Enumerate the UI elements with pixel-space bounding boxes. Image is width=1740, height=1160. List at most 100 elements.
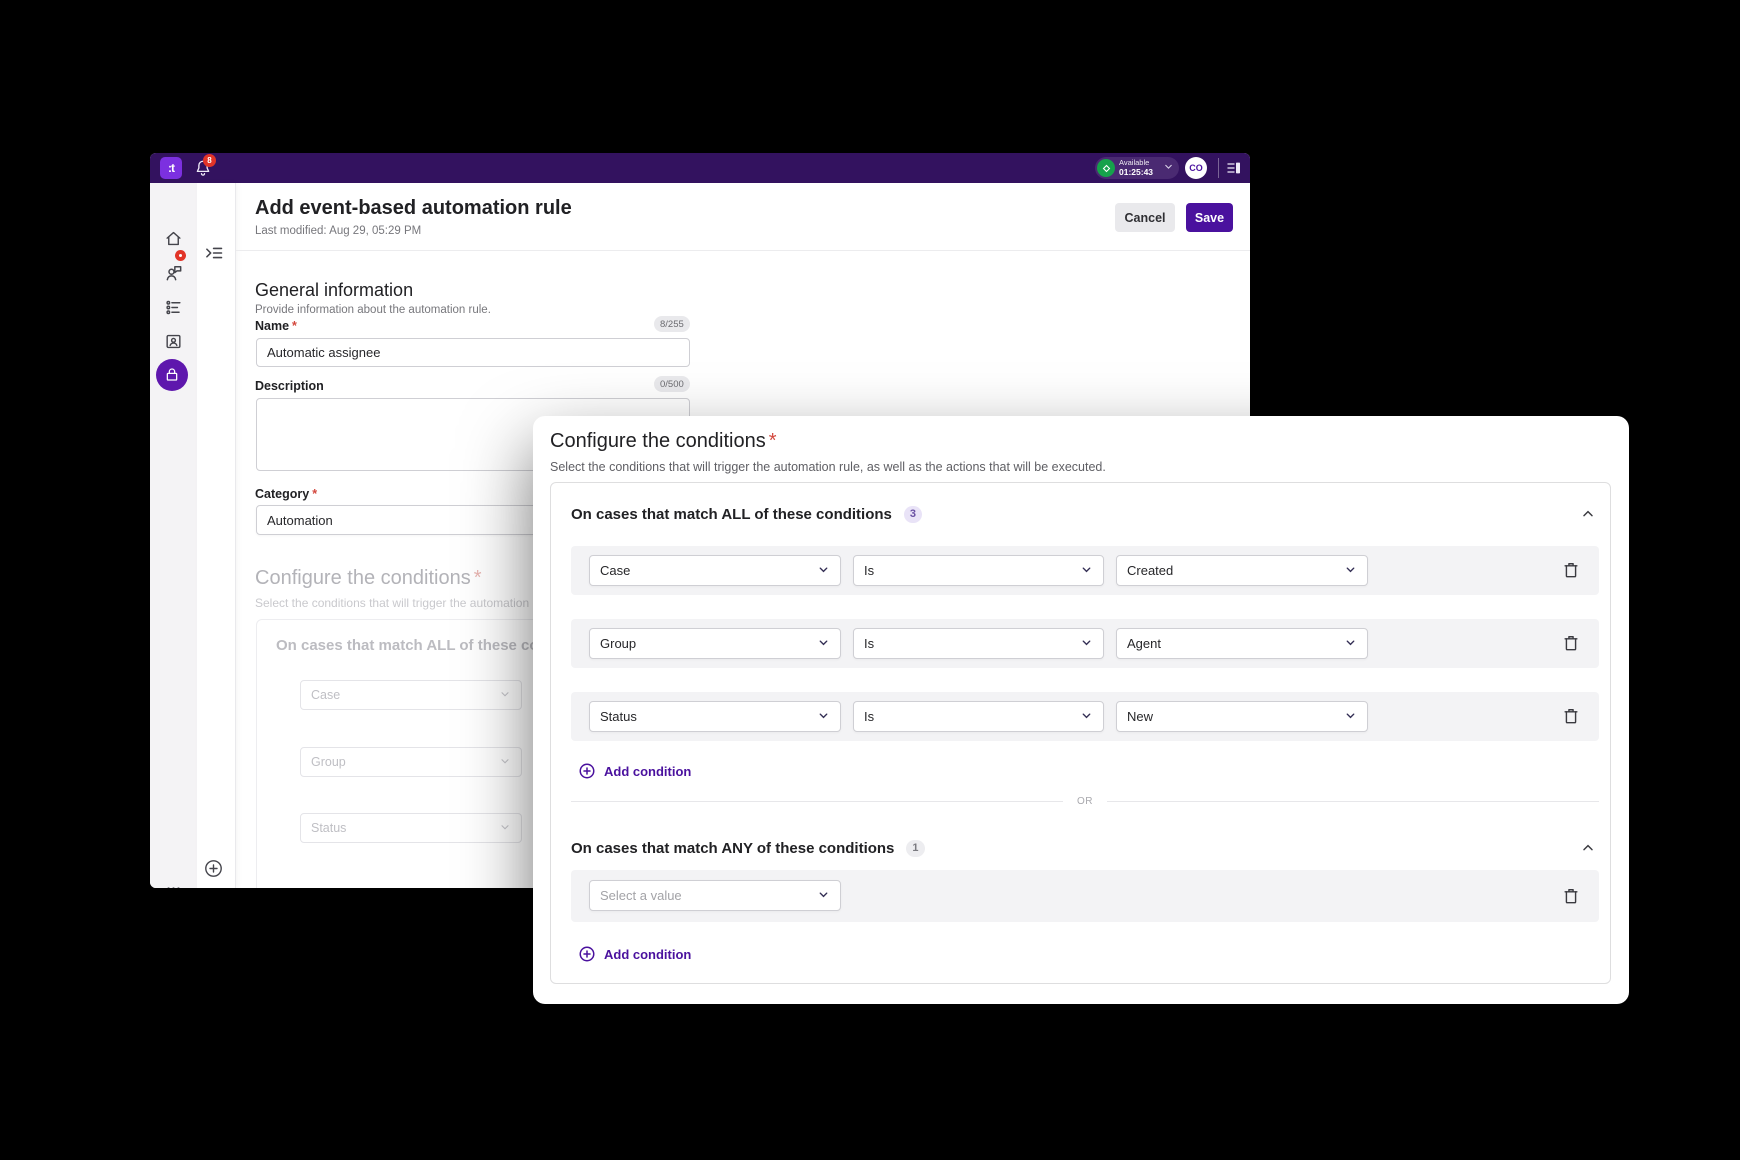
expand-navigation-button[interactable] (204, 243, 224, 263)
trash-icon (1564, 563, 1578, 578)
plus-circle-icon (205, 860, 222, 877)
chevron-down-icon (1080, 563, 1093, 579)
app-grid-button[interactable] (150, 876, 197, 888)
trash-icon (1564, 889, 1578, 904)
icon-sidebar (150, 183, 197, 888)
top-bar: :t 8 Available 01:25:43 CO (150, 153, 1250, 183)
sidebar-item-home[interactable] (150, 221, 197, 255)
chevron-down-icon (1344, 709, 1357, 725)
conditions-container: On cases that match ALL of these conditi… (550, 482, 1611, 984)
header-divider (236, 250, 1250, 251)
delete-condition-button[interactable] (1561, 706, 1581, 726)
condition-operator-select[interactable]: Is (853, 628, 1104, 659)
overlay-subheading: Select the conditions that will trigger … (550, 460, 1106, 474)
sidebar-item-helpdesk-active[interactable] (156, 359, 188, 391)
all-conditions-header: On cases that match ALL of these conditi… (571, 501, 1596, 527)
any-conditions-title: On cases that match ANY of these conditi… (571, 839, 895, 857)
chevron-down-icon (817, 888, 830, 904)
topbar-divider (1218, 158, 1219, 178)
cancel-button[interactable]: Cancel (1115, 203, 1175, 232)
condition-operator-select[interactable]: Is (853, 701, 1104, 732)
secondary-sidebar (197, 183, 236, 888)
chevron-down-icon (1163, 159, 1174, 177)
trash-icon (1564, 636, 1578, 651)
delete-condition-button[interactable] (1561, 560, 1581, 580)
name-char-counter: 8/255 (654, 316, 690, 332)
overlay-heading: Configure the conditions * (550, 430, 777, 452)
description-label: Description (255, 379, 324, 393)
condition-field-select[interactable]: Case (589, 555, 841, 586)
page-title: Add event-based automation rule (255, 197, 572, 219)
plus-circle-icon (579, 946, 595, 962)
home-icon (166, 231, 181, 245)
side-panel-toggle-icon[interactable] (1226, 160, 1242, 176)
conditions-overlay-card: Configure the conditions * Select the con… (533, 416, 1629, 1004)
chevron-down-icon (817, 563, 830, 579)
plus-circle-icon (579, 763, 595, 779)
rules-list-icon (166, 300, 181, 314)
collapse-section-button[interactable] (1580, 506, 1596, 522)
condition-operator-select[interactable]: Is (853, 555, 1104, 586)
delete-condition-button[interactable] (1561, 886, 1581, 906)
condition-row: Group Is Agent (571, 619, 1599, 668)
all-conditions-title: On cases that match ALL of these conditi… (571, 505, 892, 523)
sidebar-item-chats[interactable] (150, 250, 197, 290)
sidebar-item-contacts[interactable] (150, 324, 197, 358)
condition-value-select[interactable]: Created (1116, 555, 1368, 586)
sidebar-item-workflows[interactable] (150, 290, 197, 324)
condition-field-select[interactable]: Group (589, 628, 841, 659)
chevron-down-icon (499, 755, 511, 770)
category-label: Category * (255, 487, 318, 501)
chevron-down-icon (1080, 636, 1093, 652)
condition-row: Select a value (571, 870, 1599, 922)
agent-chat-icon (166, 266, 181, 281)
agent-status-selector[interactable]: Available 01:25:43 (1095, 157, 1179, 179)
condition-value-select[interactable]: New (1116, 701, 1368, 732)
description-char-counter: 0/500 (654, 376, 690, 392)
chevron-down-icon (1344, 563, 1357, 579)
chevron-down-icon (817, 709, 830, 725)
status-available-icon (1097, 159, 1115, 177)
briefcase-icon (166, 368, 178, 381)
trash-icon (1564, 709, 1578, 724)
conditions-group-heading-background: On cases that match ALL of these conditi… (276, 637, 597, 654)
background-field-select-3[interactable]: Status (300, 813, 522, 843)
add-condition-button[interactable]: Add condition (578, 945, 691, 963)
condition-field-select-empty[interactable]: Select a value (589, 880, 841, 911)
chevron-down-icon (1080, 709, 1093, 725)
notification-count-badge: 8 (203, 154, 216, 167)
condition-row: Status Is New (571, 692, 1599, 741)
chevron-down-icon (499, 821, 511, 836)
general-info-heading: General information (255, 280, 414, 300)
conditions-heading-background: Configure the conditions * (255, 567, 482, 589)
chevron-down-icon (1344, 636, 1357, 652)
chat-notification-badge (175, 250, 186, 261)
general-info-subheading: Provide information about the automation… (255, 304, 491, 316)
user-avatar[interactable]: CO (1185, 157, 1207, 179)
name-input[interactable] (256, 338, 690, 367)
add-new-button[interactable] (203, 858, 224, 879)
any-conditions-count-badge: 1 (906, 839, 925, 857)
background-field-select-2[interactable]: Group (300, 747, 522, 777)
save-button[interactable]: Save (1186, 203, 1233, 232)
name-label: Name * (255, 319, 297, 333)
collapse-section-button[interactable] (1580, 840, 1596, 856)
contact-card-icon (166, 334, 181, 348)
or-divider: OR (571, 796, 1599, 807)
add-condition-button[interactable]: Add condition (578, 762, 691, 780)
delete-condition-button[interactable] (1561, 633, 1581, 653)
background-field-select-1[interactable]: Case (300, 680, 522, 710)
condition-value-select[interactable]: Agent (1116, 628, 1368, 659)
chevron-down-icon (499, 688, 511, 703)
last-modified-text: Last modified: Aug 29, 05:29 PM (255, 225, 422, 237)
chevron-up-icon (1583, 510, 1593, 517)
status-text: Available 01:25:43 (1119, 158, 1154, 178)
app-logo[interactable]: :t (160, 157, 182, 179)
expand-menu-icon (206, 247, 223, 259)
any-conditions-header: On cases that match ANY of these conditi… (571, 835, 1596, 861)
condition-field-select[interactable]: Status (589, 701, 841, 732)
grid-dots-icon (167, 886, 180, 888)
chevron-down-icon (817, 636, 830, 652)
chevron-up-icon (1583, 844, 1593, 851)
all-conditions-count-badge: 3 (903, 505, 923, 523)
